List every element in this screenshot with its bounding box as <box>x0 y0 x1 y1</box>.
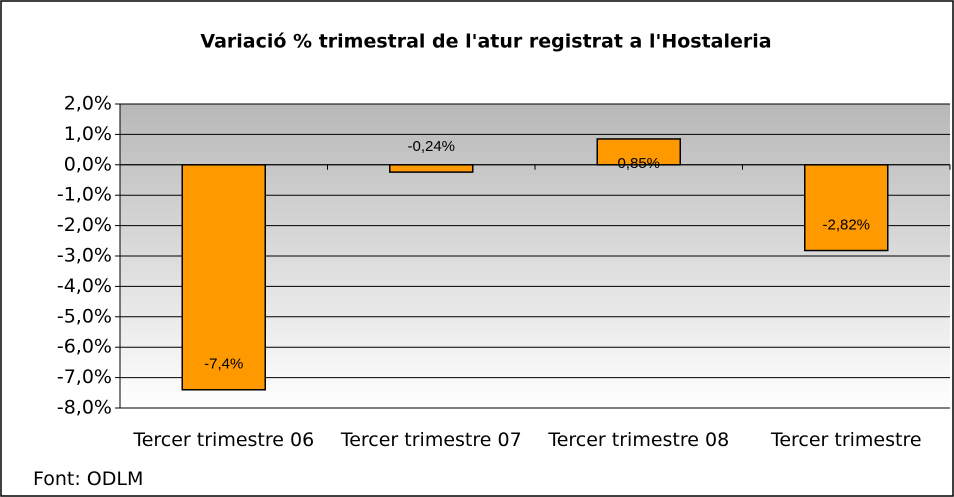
data-label: -2,82% <box>822 216 870 233</box>
y-tick-label: -8,0% <box>57 397 112 419</box>
x-tick-label: Tercer trimestre 07 <box>340 429 522 451</box>
y-tick-label: 0,0% <box>64 153 112 175</box>
y-tick-label: -2,0% <box>57 214 112 236</box>
bar <box>181 164 266 391</box>
x-tick-label: Tercer trimestre 06 <box>133 429 315 451</box>
data-label: 0,85% <box>617 155 660 172</box>
y-tick-label: -5,0% <box>57 305 112 327</box>
data-label: -7,4% <box>204 356 243 373</box>
y-tick-label: -1,0% <box>57 184 112 206</box>
y-tick-label: -7,0% <box>57 366 112 388</box>
source: Font: ODLM <box>33 468 144 490</box>
bar <box>389 164 474 173</box>
chart-title: Variació % trimestral de l'atur registra… <box>200 31 771 53</box>
data-label: -0,24% <box>407 138 455 155</box>
y-tick-label: 1,0% <box>64 123 112 145</box>
x-tick-label: Tercer trimestre 08 <box>548 429 730 451</box>
y-tick-label: -6,0% <box>57 336 112 358</box>
y-tick-label: -4,0% <box>57 275 112 297</box>
x-tick-label: Tercer trimestre <box>770 429 922 451</box>
bar <box>596 138 681 166</box>
bar <box>804 164 889 252</box>
y-tick-label: -3,0% <box>57 245 112 267</box>
y-tick-label: 2,0% <box>64 93 112 115</box>
